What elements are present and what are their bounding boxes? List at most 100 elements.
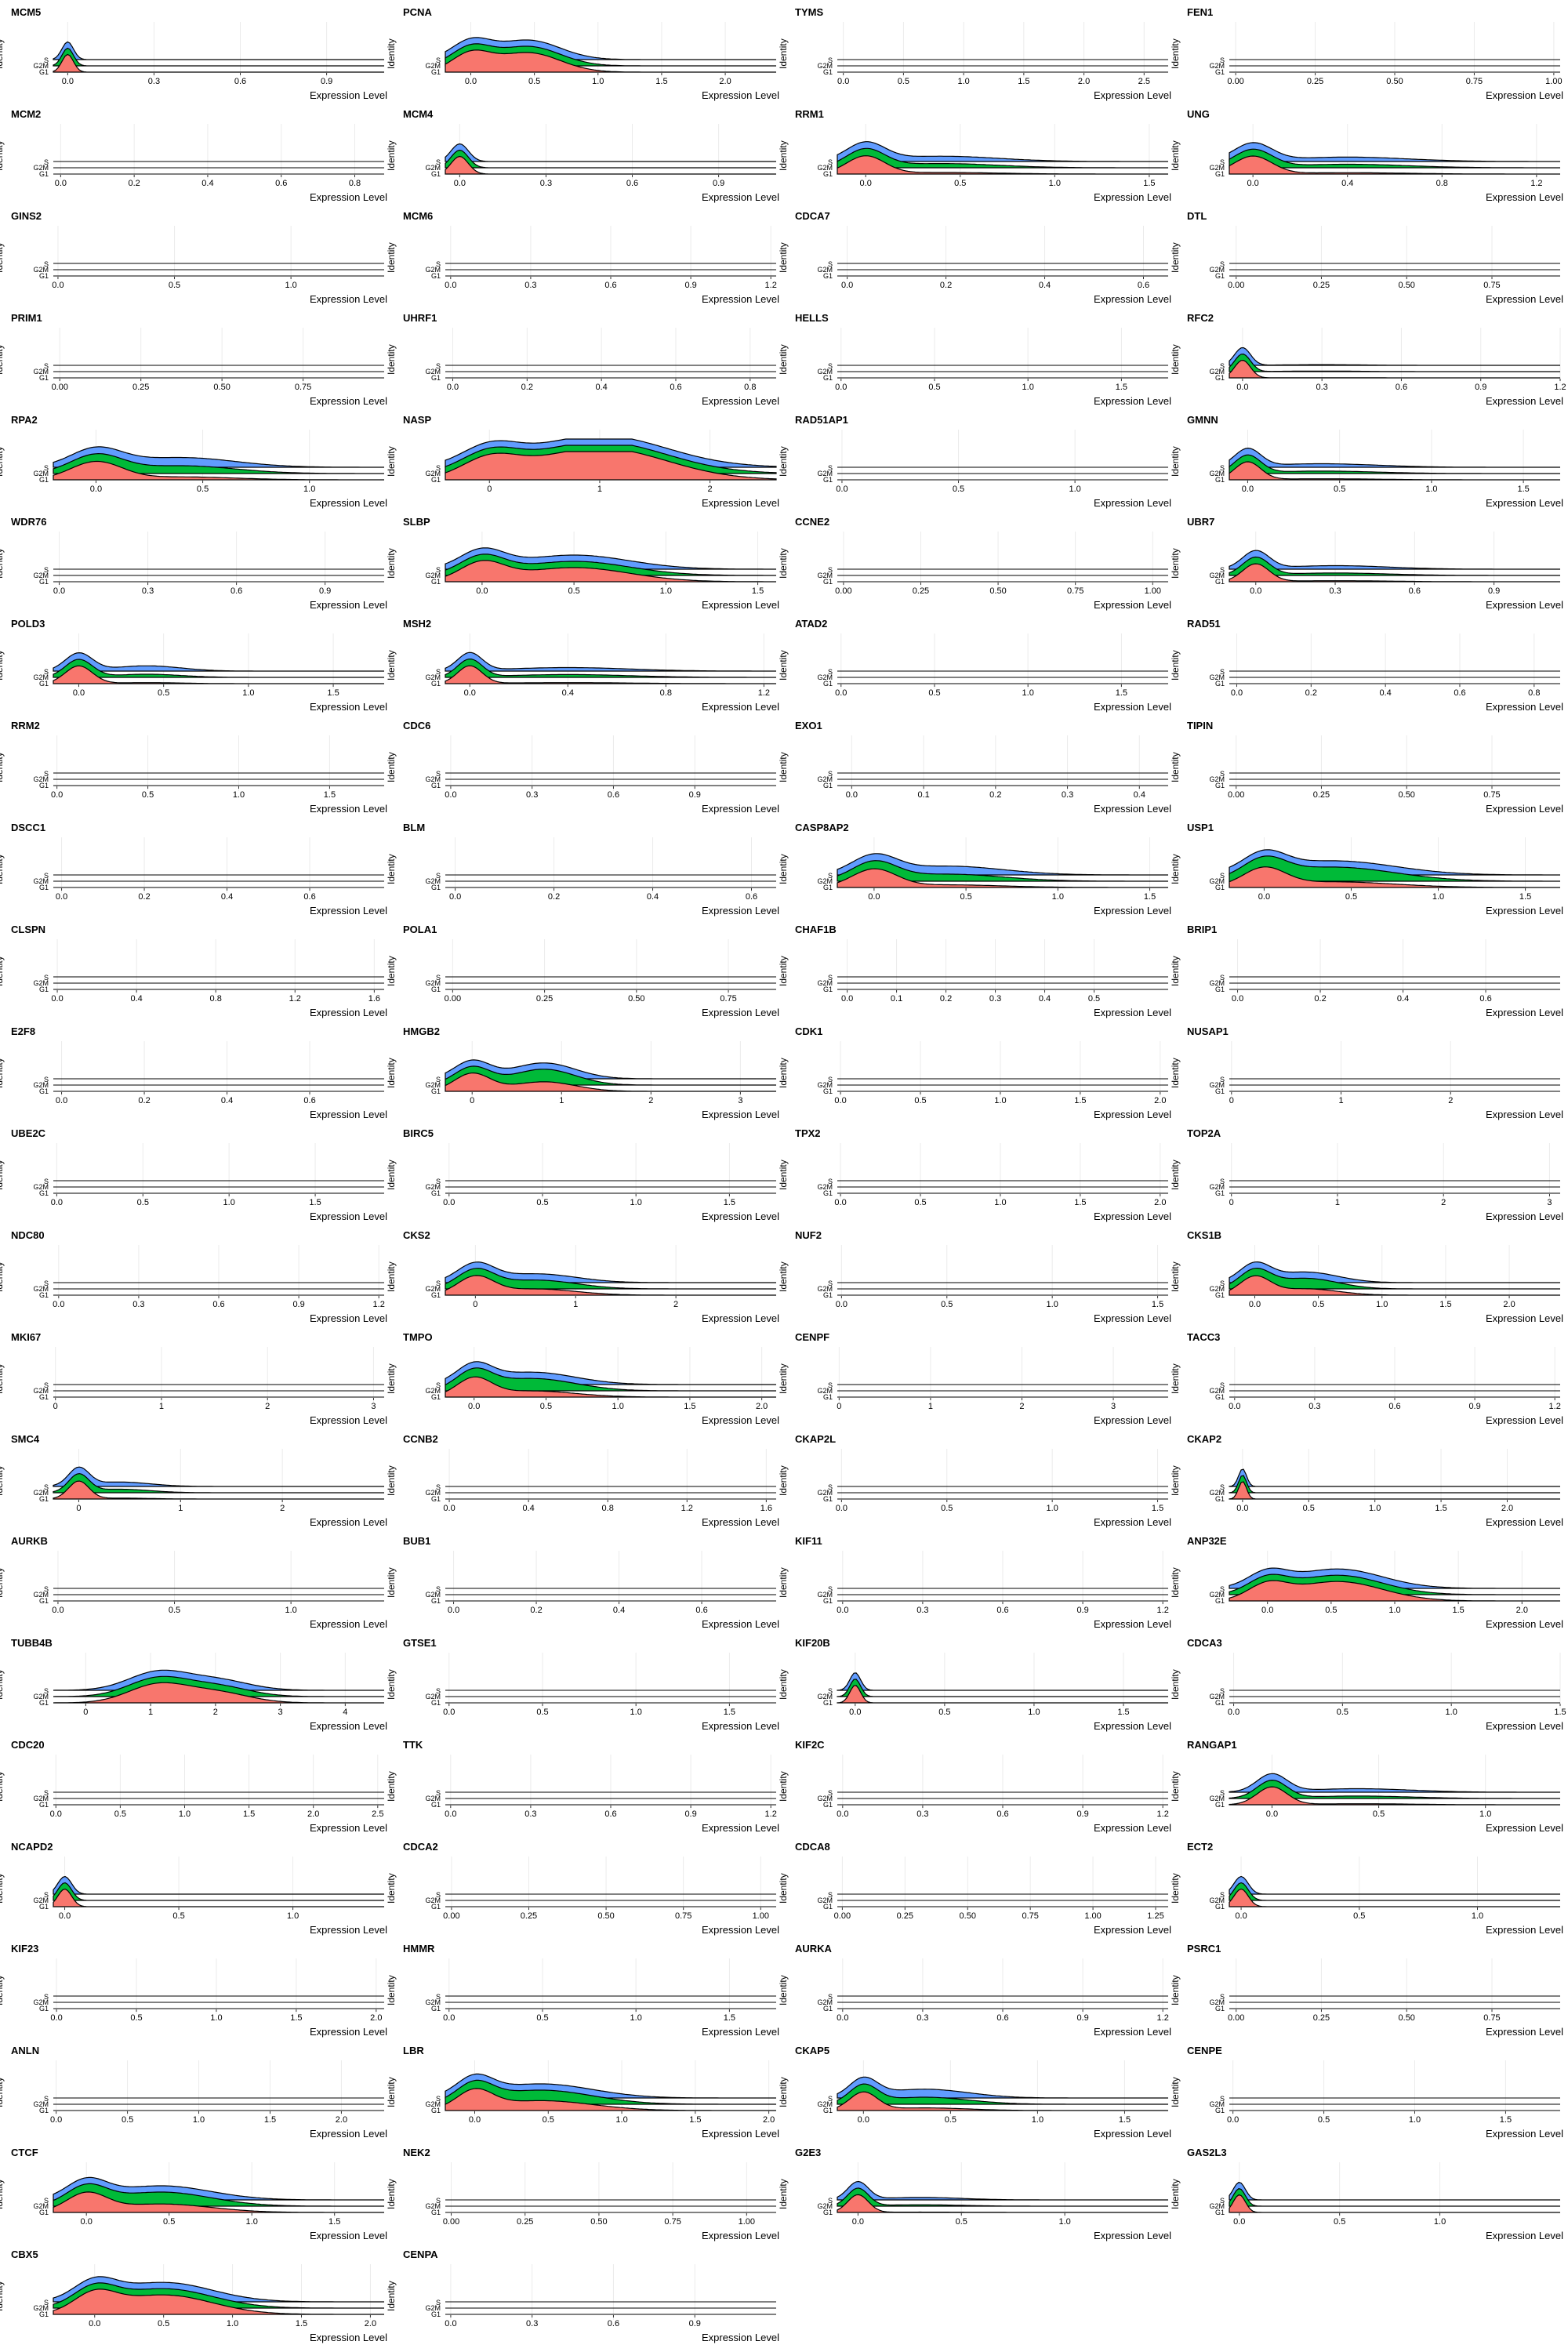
- y-axis-label: Identity: [1170, 1771, 1181, 1802]
- y-axis-label: Identity: [0, 2281, 5, 2311]
- ridge-s: [1229, 1875, 1560, 1895]
- x-axis-label: Expression Level: [702, 2026, 779, 2038]
- x-tick-label: 1.0: [179, 1809, 191, 1819]
- y-axis-label: Identity: [386, 446, 397, 477]
- x-axis-label: Expression Level: [1486, 1414, 1563, 1426]
- x-tick-label: 0.4: [522, 1504, 534, 1513]
- gene-title: RAD51: [1187, 618, 1221, 630]
- ridge-g1: [1229, 2194, 1560, 2213]
- x-tick-label: 1.0: [1472, 1911, 1483, 1921]
- x-axis-label: Expression Level: [702, 2332, 779, 2343]
- ridge-panel-kif20b: S G2M G1 0.0 0.5 1.0 1.5 KIF20B Identity Expressi…: [778, 1634, 1176, 1736]
- x-tick-label: 0.75: [295, 383, 311, 392]
- x-tick-label: 0.5: [954, 179, 966, 188]
- identity-label-g1: G1: [431, 1291, 441, 1299]
- x-axis-label: Expression Level: [310, 1924, 387, 1936]
- ridge-panel-kif23: S G2M G1 0.0 0.5 1.0 1.5 2.0 KIF23 Identity Expres…: [0, 1940, 392, 2042]
- x-tick-label: 0.0: [52, 281, 64, 290]
- identity-label-s: S: [44, 260, 49, 268]
- identity-label-s: S: [436, 566, 441, 574]
- ridge-g1: [445, 1275, 776, 1296]
- gene-title: CTCF: [11, 2147, 38, 2158]
- ridge-panel-cdk1: S G2M G1 0.0 0.5 1.0 1.5 2.0 CDK1 Identity Express…: [778, 1022, 1176, 1124]
- identity-label-s: S: [1220, 1891, 1225, 1899]
- ridge-panel-gins2: S G2M G1 0.0 0.5 1.0 GINS2 Identity Expression L…: [0, 207, 392, 309]
- ridge-panel-atad2: S G2M G1 0.0 0.5 1.0 1.5 ATAD2 Identity Expressio…: [778, 615, 1176, 717]
- ridge-panel-cks1b: S G2M G1 0.0 0.5 1.0 1.5 2.0 CKS1B Identity Expres…: [1170, 1226, 1568, 1328]
- identity-label-s: S: [828, 1993, 833, 2001]
- ridge-panel-pold3: S G2M G1 0.0 0.5 1.0 1.5 POLD3 Identity Expressio…: [0, 615, 392, 717]
- ridge-panel-anp32e: S G2M G1 0.0 0.5 1.0 1.5 2.0 ANP32E Identity Expre…: [1170, 1532, 1568, 1634]
- gene-title: RFC2: [1187, 312, 1214, 324]
- y-axis-label: Identity: [0, 1567, 5, 1598]
- x-tick-label: 1.00: [753, 1911, 769, 1921]
- ridge-panel-kif11: S G2M G1 0.0 0.3 0.6 0.9 1.2 KIF11 Identity Expres…: [778, 1532, 1176, 1634]
- identity-label-s: S: [1220, 362, 1225, 370]
- gene-title: GAS2L3: [1187, 2147, 1227, 2158]
- ridge-panel-ccne2: S G2M G1 0.00 0.25 0.50 0.75 1.00 CCNE2 Identity E…: [778, 513, 1176, 615]
- ridge-panel-mki67: S G2M G1 0 1 2 3 MKI67 Identity Expression Level: [0, 1328, 392, 1430]
- identity-label-g1: G1: [823, 2107, 833, 2114]
- identity-label-s: S: [828, 1076, 833, 1083]
- x-axis-label: Expression Level: [310, 1516, 387, 1528]
- x-tick-label: 0.5: [914, 1198, 926, 1207]
- gene-title: PCNA: [403, 6, 432, 18]
- gene-title: CDK1: [795, 1025, 823, 1037]
- x-tick-label: 0.6: [996, 2013, 1008, 2023]
- gene-title: NUF2: [795, 1229, 822, 1241]
- identity-label-g2m: G2M: [817, 775, 833, 783]
- x-tick-label: 0.0: [1247, 179, 1258, 188]
- x-axis-label: Expression Level: [702, 1414, 779, 1426]
- x-tick-label: 0.75: [1483, 2013, 1500, 2023]
- x-axis-label: Expression Level: [1486, 1312, 1563, 1324]
- identity-label-g1: G1: [823, 68, 833, 76]
- y-axis-label: Identity: [1170, 446, 1181, 477]
- ridge-g2m: [1229, 855, 1560, 882]
- x-tick-label: 1.0: [1069, 485, 1080, 494]
- gene-title: SLBP: [403, 516, 430, 528]
- x-tick-label: 0.5: [938, 1708, 950, 1717]
- gene-title: KIF23: [11, 1943, 39, 1955]
- identity-label-g2m: G2M: [33, 1387, 49, 1395]
- gene-title: PRIM1: [11, 312, 42, 324]
- gene-title: RPA2: [11, 414, 38, 426]
- x-tick-label: 0.0: [445, 790, 456, 800]
- x-tick-label: 0.2: [1305, 688, 1317, 698]
- x-tick-label: 1.5: [684, 1402, 695, 1411]
- identity-label-s: S: [44, 158, 49, 166]
- gene-title: MCM5: [11, 6, 42, 18]
- x-tick-label: 0.50: [590, 2217, 607, 2227]
- x-tick-label: 1.5: [1144, 892, 1156, 902]
- x-axis-label: Expression Level: [1094, 1414, 1171, 1426]
- identity-label-s: S: [44, 56, 49, 64]
- identity-label-g1: G1: [1215, 1903, 1225, 1911]
- x-tick-label: 0.0: [81, 2217, 93, 2227]
- x-tick-label: 0.00: [445, 994, 461, 1004]
- x-tick-label: 0.5: [130, 2013, 142, 2023]
- y-axis-label: Identity: [1170, 38, 1181, 69]
- x-axis-label: Expression Level: [1094, 1924, 1171, 1936]
- x-tick-label: 0.50: [1399, 281, 1415, 290]
- x-tick-label: 0.4: [647, 892, 659, 902]
- x-tick-label: 1.0: [223, 1198, 235, 1207]
- ridge-g2m: [445, 2079, 776, 2105]
- x-tick-label: 3: [278, 1708, 283, 1717]
- x-tick-label: 3: [738, 1096, 742, 1105]
- x-tick-label: 3: [1111, 1402, 1116, 1411]
- ridge-s: [837, 2076, 1168, 2099]
- gene-title: BLM: [403, 822, 426, 833]
- x-tick-label: 1.5: [1152, 1300, 1163, 1309]
- identity-label-g2m: G2M: [817, 164, 833, 172]
- ridge-panel-cdca3: S G2M G1 0.0 0.5 1.0 1.5 CDCA3 Identity Expressio…: [1170, 1634, 1568, 1736]
- x-tick-label: 0.00: [1228, 790, 1244, 800]
- x-tick-label: 0.0: [443, 1708, 455, 1717]
- x-tick-label: 0.0: [836, 485, 848, 494]
